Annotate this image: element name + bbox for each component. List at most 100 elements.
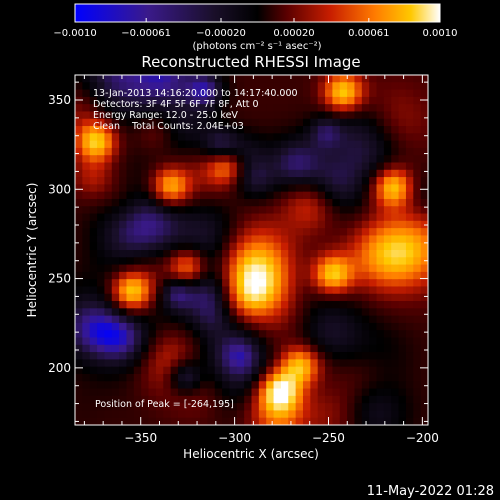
heatmap-cell [222,301,231,309]
heatmap-cell [369,228,378,237]
heatmap-cell [369,155,378,164]
heatmap-cell [332,264,341,273]
heatmap-cell [302,410,311,419]
heatmap-cell [207,403,216,412]
heatmap-cell [75,140,83,149]
heatmap-cell [222,293,231,302]
heatmap-cell [75,235,83,244]
heatmap-cell [258,410,267,419]
heatmap-cell [280,344,289,353]
heatmap-cell [251,308,260,317]
heatmap-cell [229,352,238,360]
heatmap-cell [89,322,98,331]
heatmap-cell [119,279,128,288]
heatmap-cell [141,250,150,258]
heatmap-cell [280,111,289,120]
heatmap-cell [398,198,407,207]
heatmap-cell [126,315,135,324]
heatmap-cell [266,395,275,404]
heatmap-cell [155,169,164,178]
heatmap-cell [133,322,142,331]
heatmap-cell [280,191,289,200]
heatmap-cell [163,177,172,185]
heatmap-cell [302,366,311,375]
heatmap-cell [185,257,194,266]
heatmap-cell [347,381,356,390]
heatmap-cell [229,264,238,273]
heatmap-cell [207,82,216,91]
heatmap-cell [82,286,91,295]
heatmap-cell [126,177,135,185]
heatmap-cell [420,206,428,215]
heatmap-cell [332,308,341,317]
heatmap-cell [383,184,392,193]
heatmap-cell [295,293,304,302]
heatmap-cell [214,366,223,375]
heatmap-cell [405,308,414,317]
heatmap-cell [405,344,414,353]
heatmap-cell [214,104,223,113]
heatmap-cell [236,359,245,368]
heatmap-cell [339,228,348,237]
heatmap-cell [244,228,253,237]
heatmap-cell [258,126,267,134]
heatmap-cell [229,293,238,302]
heatmap-cell [361,198,370,207]
heatmap-cell [332,133,341,142]
heatmap-cell [251,184,260,193]
heatmap-cell [170,89,179,98]
heatmap-cell [391,89,400,98]
heatmap-cell [354,373,363,382]
heatmap-cell [332,96,341,105]
heatmap-cell [339,395,348,404]
heatmap-cell [295,111,304,120]
heatmap-cell [295,308,304,317]
heatmap-cell [214,279,223,288]
heatmap-cell [288,133,297,142]
heatmap-cell [192,206,201,215]
heatmap-cell [302,286,311,295]
heatmap-cell [207,89,216,98]
heatmap-cell [251,330,260,339]
heatmap-cell [141,337,150,346]
heatmap-cell [383,322,392,331]
heatmap-cell [295,279,304,288]
heatmap-cell [111,366,120,375]
heatmap-cell [141,198,150,207]
heatmap-cell [82,133,91,142]
heatmap-cell [273,417,282,425]
heatmap-cell [229,169,238,178]
heatmap-cell [413,271,422,280]
heatmap-cell [170,257,179,266]
heatmap-cell [288,330,297,339]
heatmap-cell [251,82,260,91]
heatmap-cell [104,359,113,368]
heatmap-cell [141,257,150,266]
heatmap-cell [405,301,414,309]
heatmap-cell [104,126,113,134]
heatmap-cell [200,417,208,425]
heatmap-cell [229,75,238,83]
heatmap-cell [148,293,157,302]
heatmap-cell [192,177,201,185]
heatmap-cell [236,373,245,382]
heatmap-cell [200,147,208,156]
heatmap-cell [273,301,282,309]
heatmap-cell [192,242,201,251]
heatmap-cell [244,403,253,412]
heatmap-cell [420,140,428,149]
heatmap-cell [413,279,422,288]
heatmap-cell [347,315,356,324]
heatmap-cell [405,133,414,142]
heatmap-cell [104,381,113,390]
heatmap-cell [266,111,275,120]
heatmap-cell [177,235,186,244]
heatmap-cell [310,213,319,222]
heatmap-cell [97,198,106,207]
heatmap-cell [383,388,392,397]
heatmap-cell [177,162,186,171]
heatmap-cell [280,395,289,404]
heatmap-cell [310,133,319,142]
heatmap-cell [317,169,326,178]
heatmap-cell [200,293,208,302]
